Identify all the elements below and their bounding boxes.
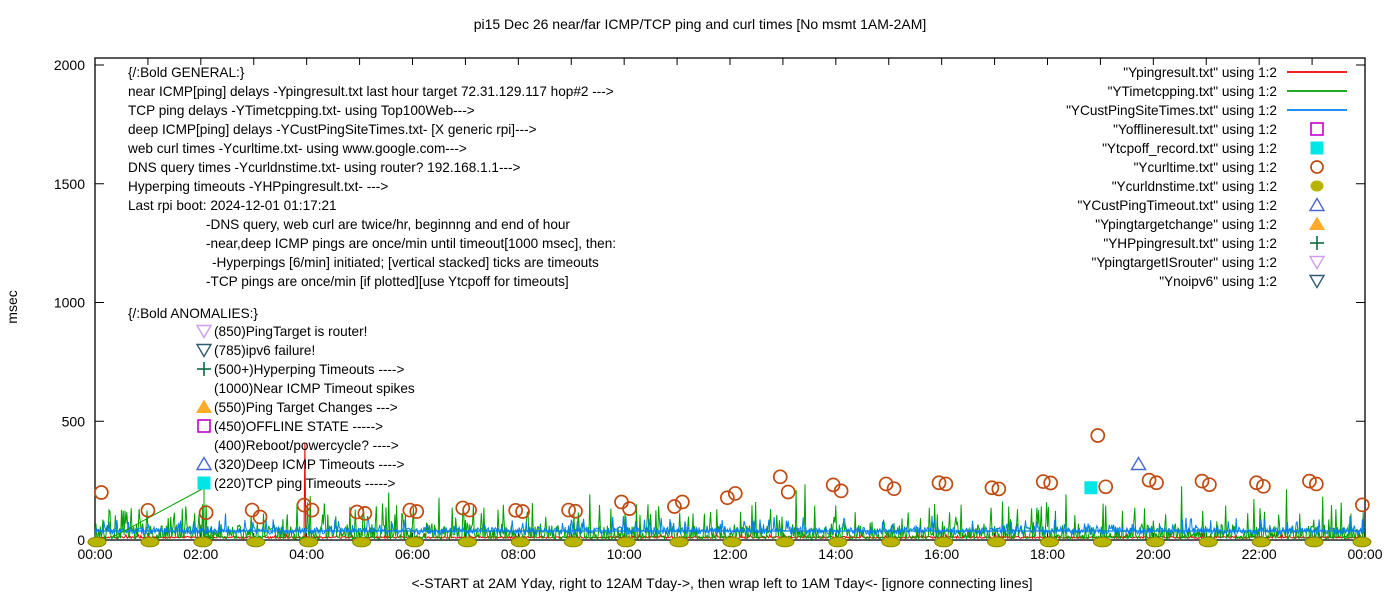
general-note-line: near ICMP[ping] delays -Ypingresult.txt …: [128, 84, 614, 99]
y-axis-label: msec: [4, 290, 20, 323]
anomaly-line: (500+)Hyperping Timeouts ---->: [214, 362, 404, 377]
x-tick-label: 12:00: [712, 546, 747, 562]
y-tick-label: 2000: [54, 57, 85, 73]
legend-label: "Ycurltime.txt" using 1:2: [1134, 160, 1277, 175]
legend-label: "YTimetcpping.txt" using 1:2: [1108, 84, 1277, 99]
x-tick-label: 16:00: [924, 546, 959, 562]
anomaly-line: (400)Reboot/powercycle? ---->: [214, 438, 399, 453]
anomaly-line: (785)ipv6 failure!: [214, 343, 315, 358]
x-tick-label: 06:00: [395, 546, 430, 562]
y-tick-label: 1000: [54, 295, 85, 311]
axis-ticks: 00:00 02:00 04:00 06:00 08:00 10:00 12:00 14:00…: [54, 57, 1383, 562]
general-note-line: -DNS query, web curl are twice/hr, begin…: [206, 217, 570, 232]
anomaly-line: (450)OFFLINE STATE ----->: [214, 419, 383, 434]
x-tick-label: 02:00: [183, 546, 218, 562]
x-tick-label: 08:00: [501, 546, 536, 562]
general-note-line: deep ICMP[ping] delays -YCustPingSiteTim…: [128, 122, 537, 137]
general-note-line: TCP ping delays -YTimetcpping.txt- using…: [128, 103, 475, 118]
general-note-line: -TCP pings are once/min [if plotted][use…: [206, 274, 569, 289]
series-deep-icmp-ping-delays: [94, 513, 1366, 537]
x-tick-label: 10:00: [607, 546, 642, 562]
anomaly-line: (550)Ping Target Changes --->: [214, 400, 398, 415]
x-tick-label: 14:00: [818, 546, 853, 562]
x-tick-label: 22:00: [1242, 546, 1277, 562]
general-note-line: Last rpi boot: 2024-12-01 01:17:21: [128, 198, 337, 213]
legend-label: "Ytcpoff_record.txt" using 1:2: [1102, 141, 1277, 156]
legend: "Ypingresult.txt" using 1:2 "YTimetcpping…: [1066, 65, 1347, 289]
anomalies-notes: {/:Bold ANOMALIES:} (850)PingTarget is ro…: [128, 306, 415, 491]
series-dns-query-times: [87, 536, 1372, 548]
legend-label: "YpingtargetISrouter" using 1:2: [1092, 255, 1277, 270]
legend-label: "YHPpingresult.txt" using 1:2: [1103, 236, 1277, 251]
anomaly-line: (320)Deep ICMP Timeouts ---->: [214, 457, 405, 472]
x-tick-label: 20:00: [1136, 546, 1171, 562]
general-note-line: -Hyperpings [6/min] initiated; [vertical…: [212, 255, 599, 270]
general-notes: {/:Bold GENERAL:} near ICMP[ping] delays …: [127, 65, 616, 289]
legend-label: "Ycurldnstime.txt" using 1:2: [1112, 179, 1277, 194]
legend-label: "YCustPingTimeout.txt" using 1:2: [1077, 198, 1277, 213]
general-header: {/:Bold GENERAL:}: [128, 65, 245, 80]
legend-label: "Ypingresult.txt" using 1:2: [1123, 65, 1277, 80]
anomaly-line: (1000)Near ICMP Timeout spikes: [214, 381, 415, 396]
general-note-line: web curl times -Ycurltime.txt- using www…: [127, 141, 467, 156]
legend-label: "Ynoipv6" using 1:2: [1159, 274, 1277, 289]
anomaly-line: (850)PingTarget is router!: [214, 324, 367, 339]
anomalies-header: {/:Bold ANOMALIES:}: [128, 306, 258, 321]
anomaly-line: (220)TCP ping Timeouts ----->: [214, 476, 395, 491]
series-web-curl-times: [93, 428, 1370, 525]
general-note-line: DNS query times -Ycurldnstime.txt- using…: [128, 160, 521, 175]
chart-title: pi15 Dec 26 near/far ICMP/TCP ping and c…: [474, 16, 927, 32]
legend-label: "Ypingtargetchange" using 1:2: [1095, 217, 1277, 232]
legend-label: "Yofflineresult.txt" using 1:2: [1113, 122, 1277, 137]
general-note-line: -near,deep ICMP pings are once/min until…: [206, 236, 616, 251]
general-note-line: Hyperping timeouts -YHPpingresult.txt- -…: [128, 179, 388, 194]
series-tcp-ping-timeouts: [1084, 481, 1098, 495]
x-tick-label: 00:00: [1347, 546, 1382, 562]
series-deep-icmp-timeouts: [1130, 456, 1147, 471]
y-tick-label: 500: [62, 413, 86, 429]
x-tick-label: 00:00: [77, 546, 112, 562]
legend-label: "YCustPingSiteTimes.txt" using 1:2: [1066, 103, 1277, 118]
y-tick-label: 1500: [54, 176, 85, 192]
y-tick-label: 0: [77, 532, 85, 548]
plot-area: 00:00 02:00 04:00 06:00 08:00 10:00 12:00 14:00…: [54, 57, 1383, 562]
x-tick-label: 18:00: [1030, 546, 1065, 562]
x-tick-label: 04:00: [289, 546, 324, 562]
x-axis-label: <-START at 2AM Yday, right to 12AM Tday-…: [411, 575, 1032, 591]
